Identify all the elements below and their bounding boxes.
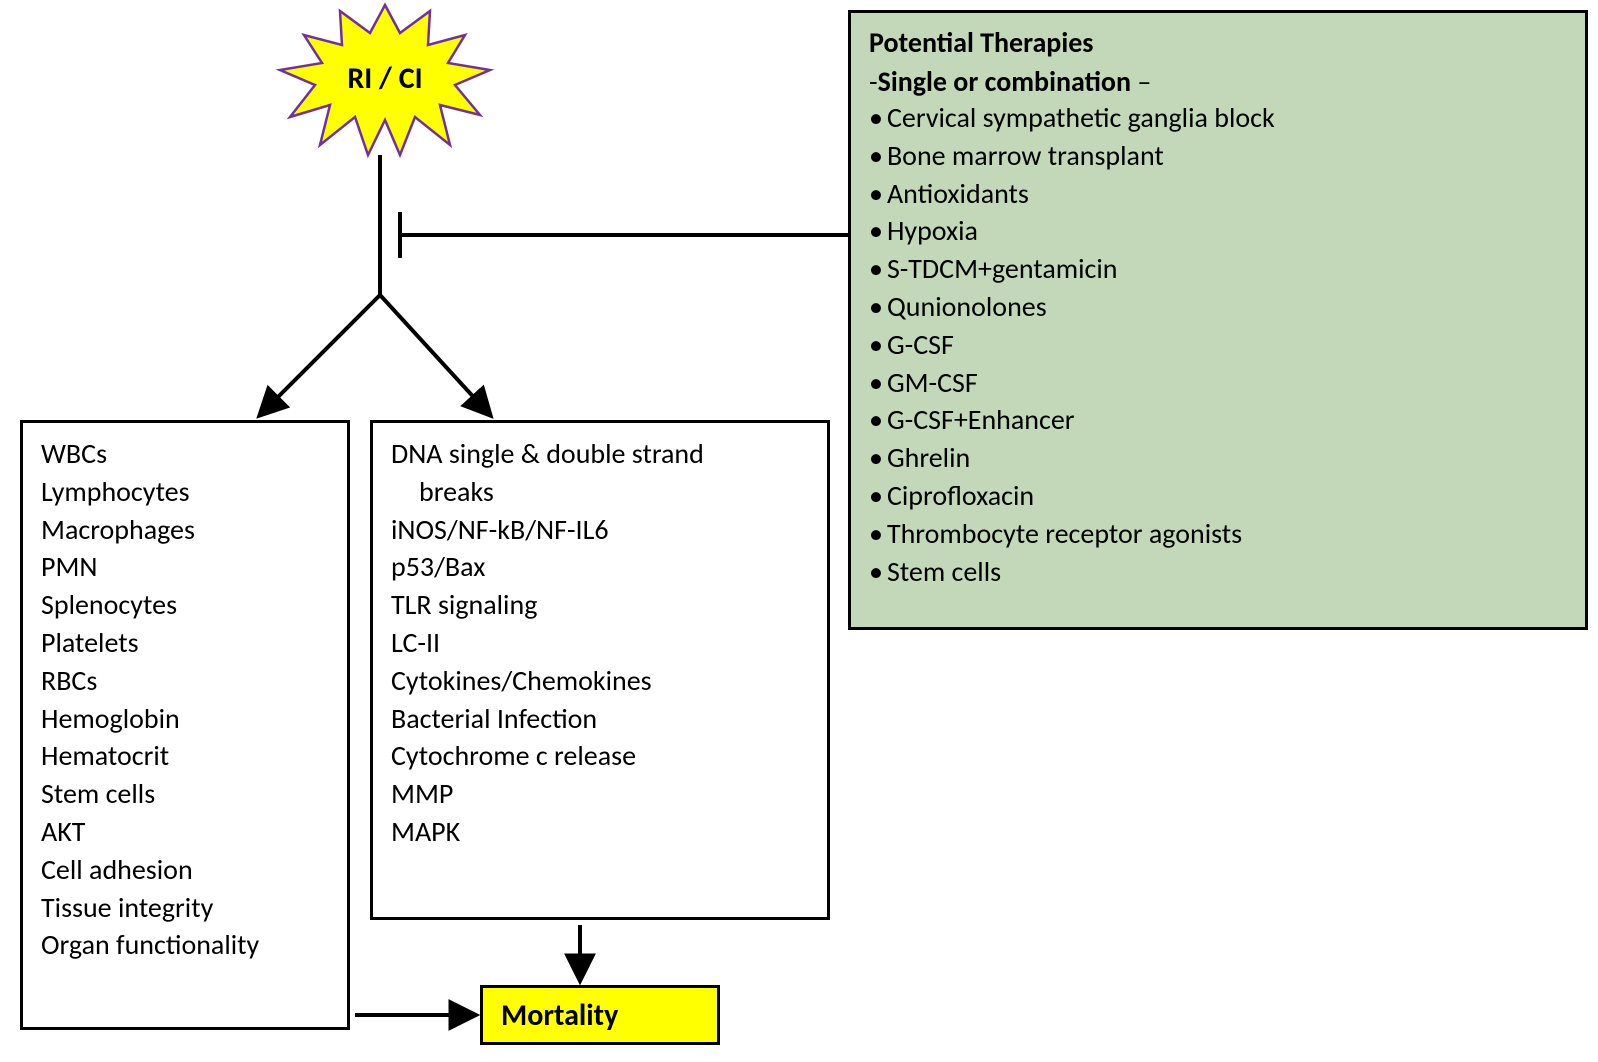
list-item: DNA single & double strand	[391, 435, 809, 473]
list-item-hang: breaks	[391, 473, 809, 511]
downregulated-list: WBCs Lymphocytes Macrophages PMN Splenoc…	[41, 435, 329, 964]
list-item: Hemoglobin	[41, 700, 329, 738]
therapies-box: Potential Therapies -Single or combinati…	[848, 10, 1588, 630]
list-item: Stem cells	[869, 553, 1567, 591]
therapies-title: Potential Therapies	[869, 25, 1567, 60]
list-item: Hypoxia	[869, 212, 1567, 250]
upregulated-box: DNA single & double strand breaks iNOS/N…	[370, 420, 830, 920]
list-item: Macrophages	[41, 511, 329, 549]
list-item: Stem cells	[41, 775, 329, 813]
list-item: G-CSF+Enhancer	[869, 401, 1567, 439]
diagram-canvas: RI / CI WBCs Lymphocytes	[0, 0, 1598, 1062]
list-item: PMN	[41, 548, 329, 586]
mortality-box: Mortality	[480, 985, 720, 1045]
subtitle-prefix: -	[869, 64, 878, 99]
mortality-label: Mortality	[501, 997, 618, 1034]
list-item: Hematocrit	[41, 737, 329, 775]
fork-right	[380, 295, 490, 415]
therapies-subtitle: -Single or combination –	[869, 64, 1567, 99]
list-item: Cytokines/Chemokines	[391, 662, 809, 700]
list-item: LC-II	[391, 624, 809, 662]
subtitle-suffix: –	[1131, 64, 1151, 99]
list-item: Qunionolones	[869, 288, 1567, 326]
fork-left	[260, 295, 380, 415]
list-item: TLR signaling	[391, 586, 809, 624]
upregulated-list: DNA single & double strand breaks iNOS/N…	[391, 435, 809, 851]
list-item: Cytochrome c release	[391, 737, 809, 775]
list-item: iNOS/NF-kB/NF-IL6	[391, 511, 809, 549]
list-item: G-CSF	[869, 326, 1567, 364]
list-item: Thrombocyte receptor agonists	[869, 515, 1567, 553]
downregulated-box: WBCs Lymphocytes Macrophages PMN Splenoc…	[20, 420, 350, 1030]
list-item: Bacterial Infection	[391, 700, 809, 738]
list-item: RBCs	[41, 662, 329, 700]
list-item: Ghrelin	[869, 439, 1567, 477]
list-item: Cell adhesion	[41, 851, 329, 889]
list-item: Cervical sympathetic ganglia block	[869, 99, 1567, 137]
list-item: S-TDCM+gentamicin	[869, 250, 1567, 288]
subtitle-bold: Single or combination	[878, 64, 1131, 99]
therapies-list: Cervical sympathetic ganglia block Bone …	[869, 99, 1567, 590]
list-item: AKT	[41, 813, 329, 851]
list-item: WBCs	[41, 435, 329, 473]
list-item: MAPK	[391, 813, 809, 851]
list-item: Splenocytes	[41, 586, 329, 624]
list-item: MMP	[391, 775, 809, 813]
list-item: p53/Bax	[391, 548, 809, 586]
list-item: Bone marrow transplant	[869, 137, 1567, 175]
list-item: Organ functionality	[41, 926, 329, 964]
list-item: Lymphocytes	[41, 473, 329, 511]
list-item: GM-CSF	[869, 364, 1567, 402]
list-item: Tissue integrity	[41, 889, 329, 927]
list-item: Ciprofloxacin	[869, 477, 1567, 515]
list-item: Antioxidants	[869, 175, 1567, 213]
list-item: Platelets	[41, 624, 329, 662]
